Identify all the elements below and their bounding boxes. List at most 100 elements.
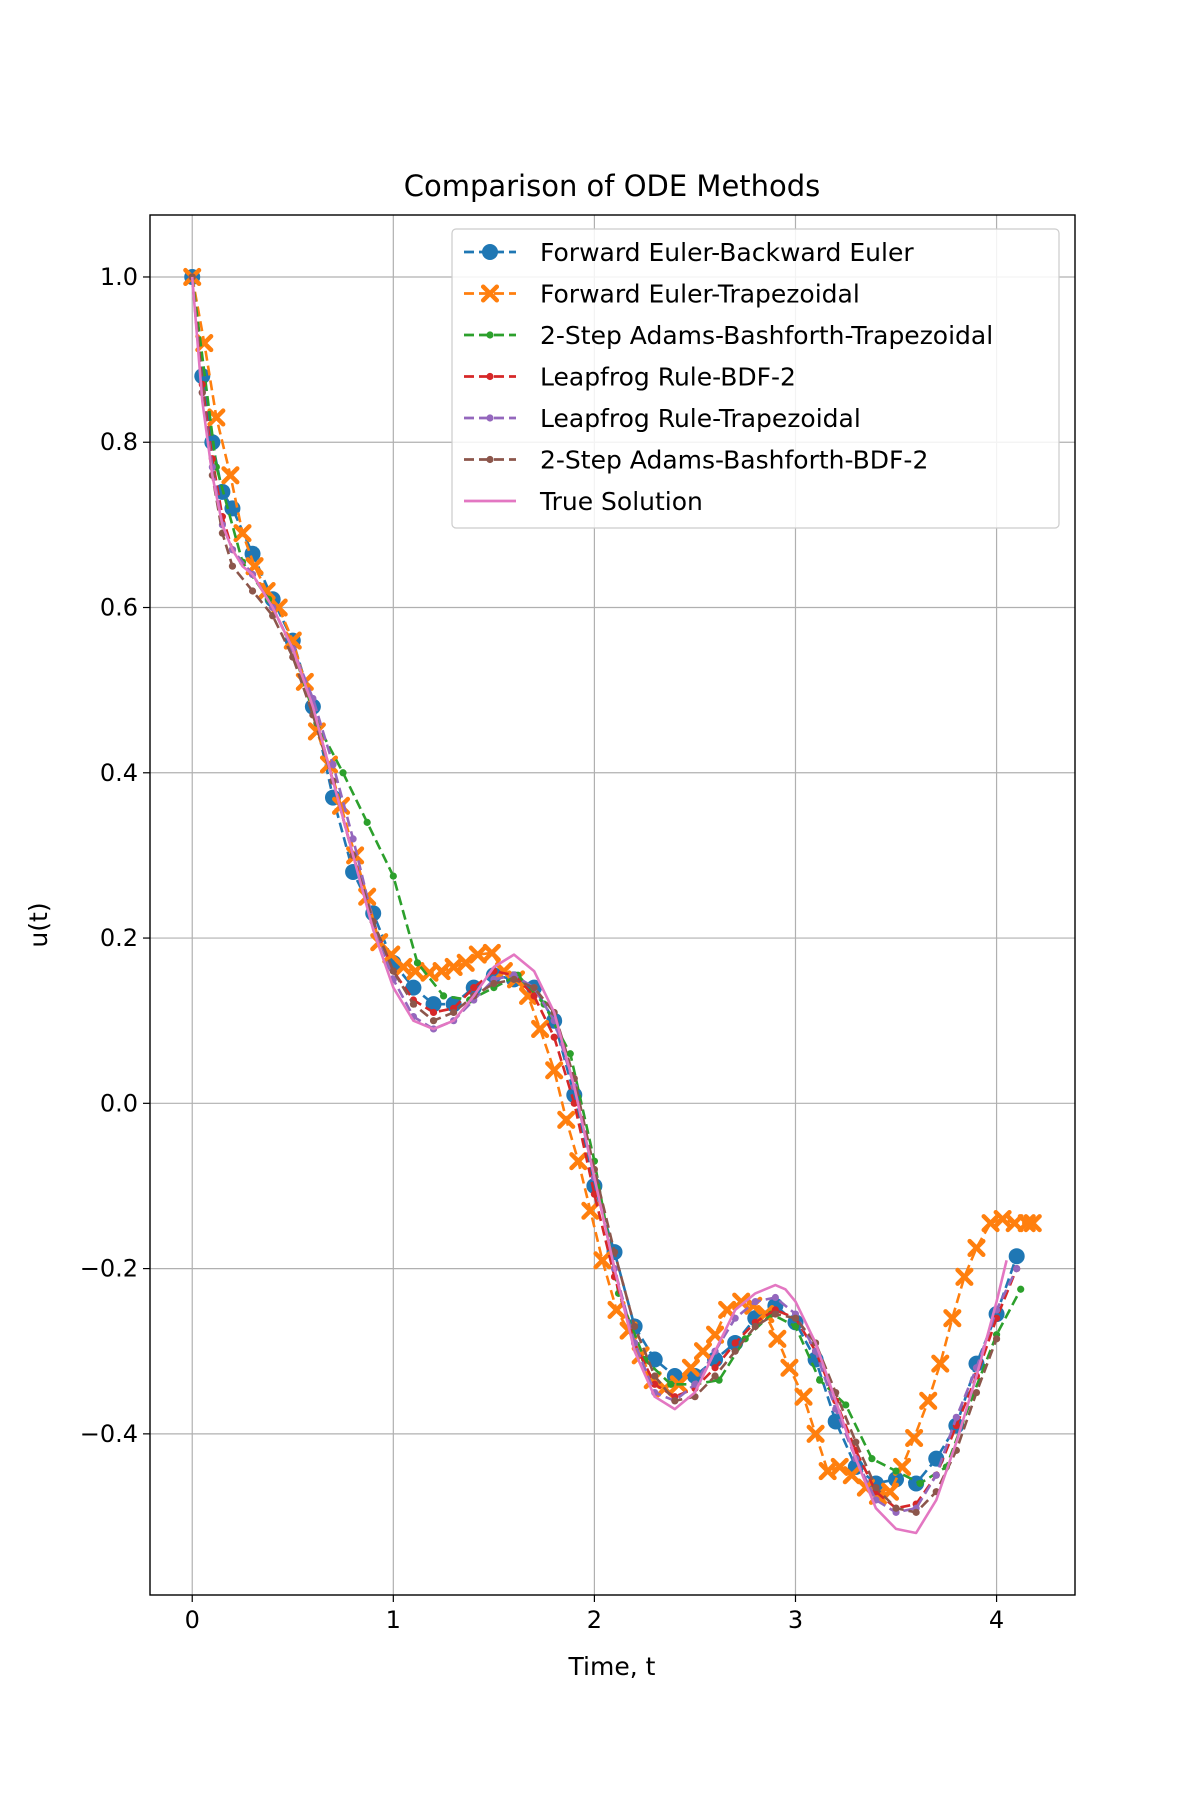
x-tick-label: 4 xyxy=(989,1606,1004,1634)
tick-layer: 0 1 2 3 4 −0.4 −0.2 0.0 0.2 0.4 0.6 0.8 1.0 xyxy=(80,263,1004,1634)
data-point-marker xyxy=(967,1238,986,1257)
legend-box xyxy=(451,228,1060,529)
data-point-marker xyxy=(607,1300,626,1319)
data-point-marker xyxy=(919,1391,938,1410)
data-point-marker xyxy=(806,1424,825,1443)
y-tick-label: 0.4 xyxy=(100,759,138,787)
data-point-marker xyxy=(228,562,237,570)
data-point-marker xyxy=(439,992,448,1000)
legend-label: True Solution xyxy=(539,487,703,516)
data-point-marker xyxy=(610,1248,619,1256)
data-point-marker xyxy=(686,1368,703,1385)
data-point-marker xyxy=(771,1293,779,1302)
data-point-marker xyxy=(972,1388,981,1397)
data-point-marker xyxy=(912,1508,920,1516)
y-tick-label: 0.0 xyxy=(100,1089,138,1117)
data-point-marker xyxy=(711,1372,719,1380)
data-point-marker xyxy=(751,1298,759,1306)
y-tick-label: 1.0 xyxy=(100,263,138,291)
data-point-marker xyxy=(405,979,422,996)
data-point-marker xyxy=(456,953,475,972)
data-point-marker xyxy=(651,1380,659,1388)
data-point-marker xyxy=(667,1380,675,1388)
y-tick-label: 0.2 xyxy=(100,924,138,952)
data-point-marker xyxy=(486,372,494,381)
data-point-marker xyxy=(470,984,478,992)
data-point-marker xyxy=(530,984,538,992)
data-point-marker xyxy=(943,1309,962,1328)
series-line xyxy=(190,276,1008,1535)
data-point-marker xyxy=(931,1354,950,1373)
data-point-marker xyxy=(852,1438,860,1446)
legend-item: Forward Euler-Trapezoidal xyxy=(464,280,860,309)
data-point-marker xyxy=(830,1457,849,1476)
x-tick-label: 3 xyxy=(788,1606,803,1634)
data-point-marker xyxy=(468,945,487,964)
data-point-marker xyxy=(771,1310,779,1318)
data-point-marker xyxy=(557,1110,576,1129)
data-point-marker xyxy=(482,244,498,260)
data-point-marker xyxy=(429,1008,438,1017)
data-point-marker xyxy=(693,1342,713,1361)
y-tick-label: 0.8 xyxy=(100,428,138,456)
legend-label: Forward Euler-Trapezoidal xyxy=(540,280,860,309)
data-point-marker xyxy=(339,769,347,777)
data-point-marker xyxy=(389,967,397,975)
data-point-marker xyxy=(486,331,494,339)
data-point-marker xyxy=(550,1033,558,1041)
data-point-marker xyxy=(486,455,494,464)
data-point-marker xyxy=(955,1267,974,1286)
x-tick-label: 2 xyxy=(587,1606,602,1634)
x-tick-label: 0 xyxy=(185,1606,200,1634)
data-point-marker xyxy=(905,1428,924,1448)
data-point-marker xyxy=(671,1397,679,1405)
data-point-marker xyxy=(221,466,240,485)
data-point-marker xyxy=(480,284,500,303)
data-point-marker xyxy=(590,1190,599,1198)
data-point-marker xyxy=(445,996,462,1013)
data-point-marker xyxy=(494,962,513,981)
series-line xyxy=(190,276,1018,1510)
data-point-marker xyxy=(731,1347,739,1355)
data-point-marker xyxy=(283,631,302,650)
data-point-marker xyxy=(482,943,501,962)
data-point-marker xyxy=(868,1455,876,1463)
data-point-marker xyxy=(1017,1285,1025,1293)
data-point-marker xyxy=(651,1372,659,1380)
plot-area-frame xyxy=(149,214,1076,1596)
data-point-marker xyxy=(329,760,337,769)
data-point-marker xyxy=(932,1471,940,1479)
data-point-marker xyxy=(908,1475,925,1492)
data-point-marker xyxy=(768,1329,787,1348)
data-point-marker xyxy=(992,1314,1001,1322)
data-point-marker xyxy=(842,1401,850,1409)
data-point-marker xyxy=(450,1008,458,1017)
data-point-marker xyxy=(711,1364,719,1372)
data-point-marker xyxy=(389,872,397,880)
data-point-marker xyxy=(1023,1214,1042,1233)
legend-item: Forward Euler-Backward Euler xyxy=(464,238,914,267)
data-point-marker xyxy=(631,1322,639,1331)
data-point-marker xyxy=(892,1504,900,1512)
data-point-marker xyxy=(791,1314,800,1322)
legend-item: True Solution xyxy=(464,487,703,516)
legend-label: 2-Step Adams-Bashforth-Trapezoidal xyxy=(540,321,993,350)
data-point-marker xyxy=(570,1099,578,1107)
data-point-marker xyxy=(248,587,257,595)
data-point-marker xyxy=(409,1000,418,1008)
legend: Forward Euler-Backward Euler Forward Eule… xyxy=(451,228,1060,529)
data-point-marker xyxy=(593,1251,612,1270)
y-tick-label: −0.4 xyxy=(80,1420,138,1448)
data-point-marker xyxy=(1008,1248,1025,1265)
data-point-marker xyxy=(566,1050,574,1058)
data-point-marker xyxy=(363,818,371,826)
data-point-marker xyxy=(827,1413,844,1430)
legend-label: Leapfrog Rule-BDF-2 xyxy=(540,363,796,392)
legend-label: Leapfrog Rule-Trapezoidal xyxy=(540,404,861,433)
y-tick-label: 0.6 xyxy=(100,594,138,622)
data-point-marker xyxy=(816,1376,824,1384)
data-point-marker xyxy=(1013,1264,1021,1273)
y-tick-label: −0.2 xyxy=(80,1255,138,1283)
data-point-marker xyxy=(581,1201,600,1220)
